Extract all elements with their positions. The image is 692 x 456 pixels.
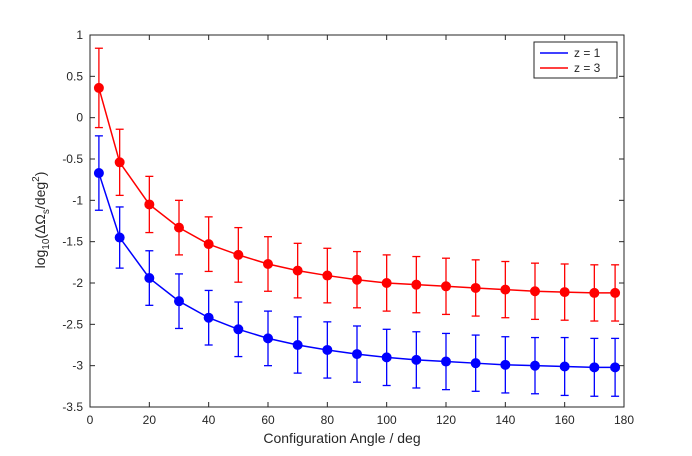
legend-label: z = 1: [574, 46, 601, 60]
x-tick-label: 60: [261, 413, 275, 427]
data-point: [559, 287, 570, 298]
x-tick-label: 120: [436, 413, 456, 427]
data-point: [381, 278, 392, 288]
data-point: [203, 312, 214, 323]
data-point: [233, 249, 244, 260]
x-tick-label: 180: [614, 413, 634, 427]
y-tick-label: -3.5: [62, 400, 83, 414]
data-point: [114, 157, 125, 168]
data-point: [263, 333, 273, 344]
series-1: [93, 135, 621, 397]
data-point: [263, 258, 273, 269]
data-point: [114, 232, 125, 243]
y-tick-label: -1.5: [62, 235, 83, 249]
legend-box: [533, 41, 618, 79]
data-point: [93, 82, 104, 93]
x-tick-label: 40: [202, 413, 216, 427]
data-point: [233, 324, 244, 335]
data-point: [381, 352, 392, 363]
data-point: [411, 354, 422, 365]
data-point: [441, 356, 451, 367]
x-tick-label: 140: [495, 413, 515, 427]
data-point: [500, 359, 511, 370]
data-point: [352, 274, 362, 285]
legend-label: z = 3: [574, 61, 601, 75]
data-point: [441, 281, 451, 292]
plot-frame: [89, 34, 625, 408]
data-point: [292, 340, 303, 350]
data-point: [500, 284, 511, 295]
x-tick-label: 0: [87, 413, 94, 427]
data-point: [610, 362, 621, 373]
series-layer: [93, 47, 621, 397]
data-point: [144, 273, 155, 284]
data-point: [530, 360, 540, 371]
y-tick-label: -2: [72, 276, 83, 290]
x-tick-label: 160: [555, 413, 575, 427]
series-2: [93, 47, 621, 322]
y-tick-label: -1: [72, 193, 83, 207]
data-point: [174, 222, 184, 233]
data-point: [559, 361, 570, 372]
x-tick-label: 20: [143, 413, 157, 427]
ticks-layer: 0 20 40 60 80 100 120 140 160 180 -3.5 -3 -2.5 -2 -1.5…: [62, 28, 634, 427]
y-tick-label: 0: [76, 111, 83, 125]
y-axis-label: log10(ΔΩs/deg2): [31, 172, 52, 269]
y-tick-label: 0.5: [66, 69, 83, 83]
x-tick-label: 80: [321, 413, 335, 427]
data-point: [322, 344, 333, 355]
y-tick-label: -3: [72, 359, 83, 373]
x-tick-label: 100: [377, 413, 397, 427]
data-point: [411, 279, 422, 290]
legend: z = 1z = 3: [533, 41, 618, 79]
data-point: [93, 168, 104, 179]
data-point: [203, 239, 214, 250]
y-tick-label: -0.5: [62, 152, 83, 166]
y-tick-label: -2.5: [62, 317, 83, 331]
data-point: [322, 270, 333, 281]
data-point: [470, 358, 481, 369]
data-point: [589, 362, 600, 373]
x-axis-label: Configuration Angle / deg: [263, 430, 420, 446]
data-point: [292, 265, 303, 276]
data-point: [144, 199, 155, 210]
data-point: [610, 287, 621, 298]
data-point: [470, 282, 481, 293]
data-point: [174, 296, 184, 307]
data-point: [352, 349, 362, 360]
y-tick-label: 1: [76, 28, 83, 42]
data-point: [530, 286, 540, 297]
data-point: [589, 287, 600, 298]
